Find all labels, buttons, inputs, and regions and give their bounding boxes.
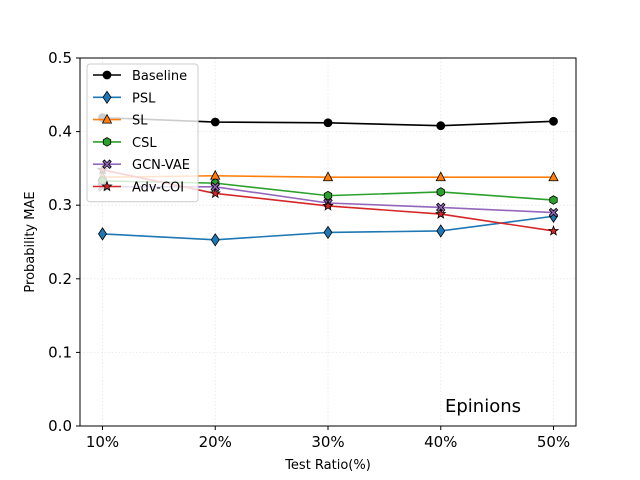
y-tick-label: 0.3 (48, 196, 72, 214)
legend-item-gcn-vae: GCN-VAE (93, 158, 190, 173)
legend-marker-gcn-vae (102, 159, 112, 169)
x-tick-label: 50% (537, 433, 570, 451)
legend-label-csl: CSL (132, 136, 157, 151)
legend-item-adv-coi: Adv-COI (93, 181, 184, 196)
data-point-sl (322, 171, 334, 182)
data-point-csl (436, 187, 445, 197)
data-point-adv-coi (547, 225, 560, 236)
axes-layer: 0.0 0.1 0.2 0.3 0.4 0.5 10% 20% 30% 40% 50% (48, 49, 577, 451)
x-tick-label: 10% (86, 433, 119, 451)
data-point-baseline (436, 121, 446, 131)
y-tick-label: 0.5 (48, 49, 72, 67)
legend-marker-adv-coi (101, 180, 113, 192)
x-tick-label: 40% (424, 433, 457, 451)
y-tick-label: 0.4 (48, 123, 72, 141)
legend-item-sl: SL (93, 114, 148, 129)
data-point-psl (436, 224, 446, 238)
data-point-adv-coi (322, 199, 334, 211)
data-point-csl (323, 190, 333, 201)
data-point-gcn-vae (548, 207, 559, 218)
legend-item-baseline: Baseline (93, 69, 187, 84)
legend-label-adv-coi: Adv-COI (132, 181, 184, 196)
legend-marker-sl (101, 113, 113, 124)
data-point-adv-coi (209, 187, 221, 199)
legend-label-sl: SL (132, 114, 148, 129)
x-axis-title: Test Ratio(%) (284, 458, 371, 473)
data-point-gcn-vae (210, 182, 221, 192)
series-psl (98, 209, 558, 247)
y-tick-label: 0.0 (48, 417, 72, 435)
x-tick-label: 30% (311, 433, 344, 451)
data-point-baseline (323, 118, 333, 128)
legend-marker-baseline (102, 70, 112, 80)
legend: Baseline PSL SL CSL GCN-VAE Adv-COI (86, 63, 199, 203)
legend-marker-psl (102, 90, 112, 105)
data-point-sl (435, 171, 446, 182)
data-point-baseline (210, 117, 220, 127)
data-point-psl (323, 225, 333, 240)
legend-marker-csl (102, 137, 112, 147)
legend-item-csl: CSL (93, 136, 157, 151)
x-tick-label: 20% (199, 433, 232, 451)
legend-box (86, 63, 199, 203)
legend-item-psl: PSL (93, 90, 156, 106)
legend-label-gcn-vae: GCN-VAE (132, 158, 190, 173)
data-point-adv-coi (435, 208, 447, 219)
legend-label-psl: PSL (132, 91, 156, 106)
data-point-csl (549, 195, 558, 205)
y-tick-label: 0.1 (48, 343, 72, 361)
annotation-text: Epinions (445, 396, 521, 417)
data-point-sl (548, 171, 559, 182)
data-point-baseline (549, 116, 558, 126)
data-point-psl (98, 227, 107, 241)
legend-label-baseline: Baseline (132, 69, 187, 84)
data-point-psl (210, 233, 220, 247)
y-tick-label: 0.2 (48, 270, 72, 288)
data-point-gcn-vae (435, 202, 446, 213)
y-axis-title: Probability MAE (23, 191, 38, 292)
